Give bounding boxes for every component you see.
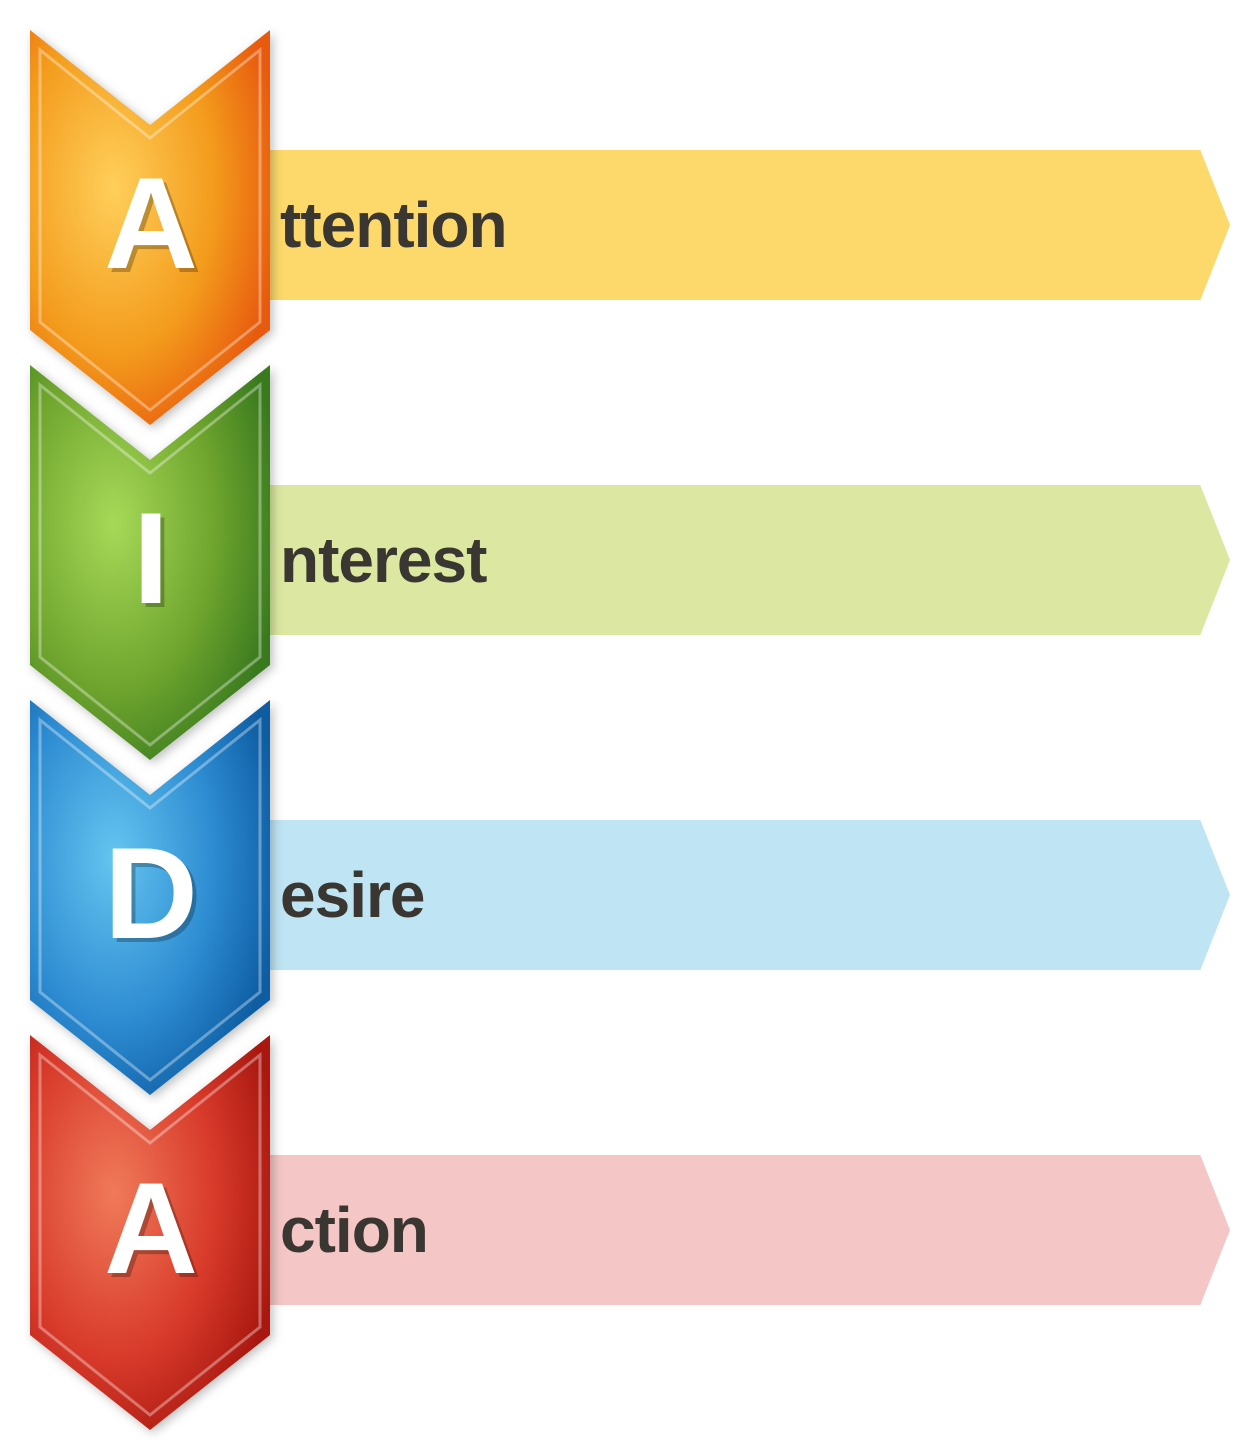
- banner-interest: nterest: [240, 485, 1230, 635]
- aida-diagram: ttention A nterest: [30, 30, 1230, 1370]
- letter-desire: D: [30, 818, 270, 968]
- row-attention: ttention A: [30, 30, 1230, 365]
- row-action: ction A: [30, 1035, 1230, 1370]
- word-rest-attention: ttention: [280, 188, 507, 262]
- banner-desire: esire: [240, 820, 1230, 970]
- word-rest-desire: esire: [280, 858, 424, 932]
- letter-interest: I: [30, 483, 270, 633]
- banner-attention: ttention: [240, 150, 1230, 300]
- row-interest: nterest I: [30, 365, 1230, 700]
- word-rest-interest: nterest: [280, 523, 486, 597]
- banner-action: ction: [240, 1155, 1230, 1305]
- row-desire: esire D: [30, 700, 1230, 1035]
- chevron-action: A: [30, 1035, 270, 1435]
- letter-action: A: [30, 1153, 270, 1303]
- letter-attention: A: [30, 148, 270, 298]
- word-rest-action: ction: [280, 1193, 428, 1267]
